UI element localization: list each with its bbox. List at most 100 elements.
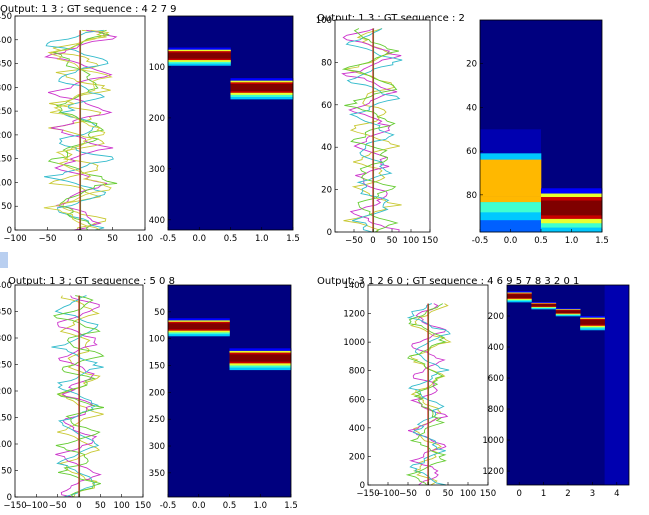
chart-panel-4: -0.5 0.0 0.5 1.0 1.5 20 40 60 80 [466, 19, 609, 246]
plot-frame [167, 15, 294, 231]
y-tick-label: 100 [149, 335, 165, 345]
heatmap-cell [168, 323, 230, 329]
chart-panel-3: Output: 1 3 ; GT sequence : 2−50 0 50 100 15… [316, 13, 465, 246]
heatmap-cell [480, 196, 542, 203]
x-tick-label: 0 [425, 489, 430, 499]
x-tick-label: −100 [3, 234, 26, 244]
series-line-4 [341, 28, 399, 233]
heatmap-cell [168, 63, 231, 66]
heatmap-cell [555, 314, 581, 316]
x-tick-label: −100 [376, 489, 399, 499]
y-tick-label: 1000 [482, 436, 504, 446]
heatmap-cell [230, 84, 294, 90]
chart-title: Output: 1 3 ; GT sequence : 2 [317, 13, 465, 24]
heatmap-cell [168, 330, 230, 333]
heatmap-cell [541, 215, 603, 220]
x-tick-label: 1.5 [595, 236, 609, 246]
heatmap-cell [555, 309, 581, 311]
y-tick-label: 350 [149, 469, 165, 479]
heatmap-cell [555, 308, 581, 310]
y-tick-label: 250 [0, 107, 12, 117]
x-tick-label: -0.5 [472, 236, 489, 246]
y-tick-label: 1400 [343, 281, 365, 291]
heatmap-cell [541, 197, 603, 201]
heatmap-cell [507, 292, 532, 294]
x-tick-label: 0.0 [192, 501, 206, 511]
y-tick-label: 40 [466, 103, 477, 113]
heatmap-cell [229, 348, 292, 352]
heatmap-cell [555, 313, 581, 315]
x-tick-label: 1.0 [253, 501, 267, 511]
y-tick-label: 40 [321, 143, 332, 153]
y-tick-label: 150 [0, 155, 12, 165]
plot-background [335, 20, 430, 232]
heatmap-cell [480, 153, 542, 160]
x-tick-label: 0 [76, 501, 81, 511]
x-tick-label: 3 [590, 489, 595, 499]
heatmap-cell [480, 159, 542, 197]
y-tick-label: 150 [149, 362, 165, 372]
heatmap-cell [229, 352, 292, 355]
y-tick-label: 400 [349, 424, 365, 434]
series-line-4 [47, 29, 118, 231]
y-tick-label: 0 [7, 226, 12, 236]
x-tick-label: 0.0 [504, 236, 518, 246]
series-line-4 [405, 303, 447, 486]
x-tick-label: -0.5 [160, 234, 177, 244]
heatmap-cell [555, 313, 581, 314]
y-tick-label: 200 [349, 452, 365, 462]
x-tick-label: 100 [403, 236, 419, 246]
heatmap-cell [168, 52, 231, 58]
y-tick-label: 20 [321, 186, 332, 196]
chart-title: Output: 1 3 ; GT sequence : 5 0 8 [8, 276, 175, 287]
heatmap-cell [531, 303, 557, 305]
x-tick-label: −150 [3, 501, 26, 511]
heatmap-cell [541, 218, 603, 224]
heatmap-cell [580, 318, 605, 321]
heatmap-cell [541, 212, 603, 216]
y-tick-label: 100 [149, 63, 165, 73]
y-tick-label: 60 [466, 147, 477, 157]
x-tick-label: 100 [137, 234, 153, 244]
y-tick-label: 300 [0, 334, 12, 344]
x-tick-label: 100 [114, 501, 130, 511]
heatmap-cell [230, 80, 294, 83]
heatmap-cell [168, 61, 231, 64]
heatmap-cell [555, 310, 581, 313]
heatmap-cell [580, 317, 605, 320]
y-tick-label: 200 [149, 114, 165, 124]
plot-frame [479, 19, 603, 233]
heatmap-cell [531, 302, 557, 304]
heatmap-faint-block [604, 285, 629, 485]
plot-frame [506, 284, 630, 486]
heatmap-cell [507, 297, 532, 300]
heatmap-cell [230, 94, 294, 98]
heatmap-cell [230, 89, 294, 92]
heatmap-cell [168, 57, 231, 59]
x-tick-label: 0.5 [534, 236, 548, 246]
chart-title: Output: 3 1 2 6 0 ; GT sequence : 4 6 9 … [317, 276, 579, 287]
series-line-4 [53, 295, 105, 498]
x-tick-label: 50 [107, 234, 118, 244]
y-tick-label: 1200 [343, 310, 365, 320]
heatmap-cell [168, 328, 230, 330]
y-tick-label: 200 [488, 312, 504, 322]
x-tick-label: -0.5 [160, 501, 177, 511]
chart-panel-5: Output: 1 3 ; GT sequence : 5 0 8 −150−10… [0, 276, 175, 511]
y-tick-label: 0 [360, 481, 365, 491]
y-tick-label: 0 [327, 228, 332, 238]
heatmap-cell [531, 306, 557, 308]
y-tick-label: 1000 [343, 338, 365, 348]
x-tick-label: −50 [49, 501, 67, 511]
heatmap-cell [507, 300, 532, 303]
x-tick-label: 50 [95, 501, 106, 511]
heatmap-cell [507, 297, 532, 299]
y-tick-label: 50 [154, 308, 165, 318]
y-tick-label: 350 [0, 308, 12, 318]
heatmap-cell [480, 212, 542, 221]
plot-frame [167, 284, 292, 498]
y-tick-label: 150 [0, 414, 12, 424]
y-tick-label: 800 [349, 367, 365, 377]
heatmap-cell [531, 306, 557, 308]
heatmap-cell [168, 318, 230, 321]
